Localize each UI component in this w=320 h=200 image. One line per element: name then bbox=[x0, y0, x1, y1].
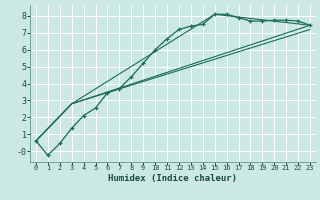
X-axis label: Humidex (Indice chaleur): Humidex (Indice chaleur) bbox=[108, 174, 237, 183]
